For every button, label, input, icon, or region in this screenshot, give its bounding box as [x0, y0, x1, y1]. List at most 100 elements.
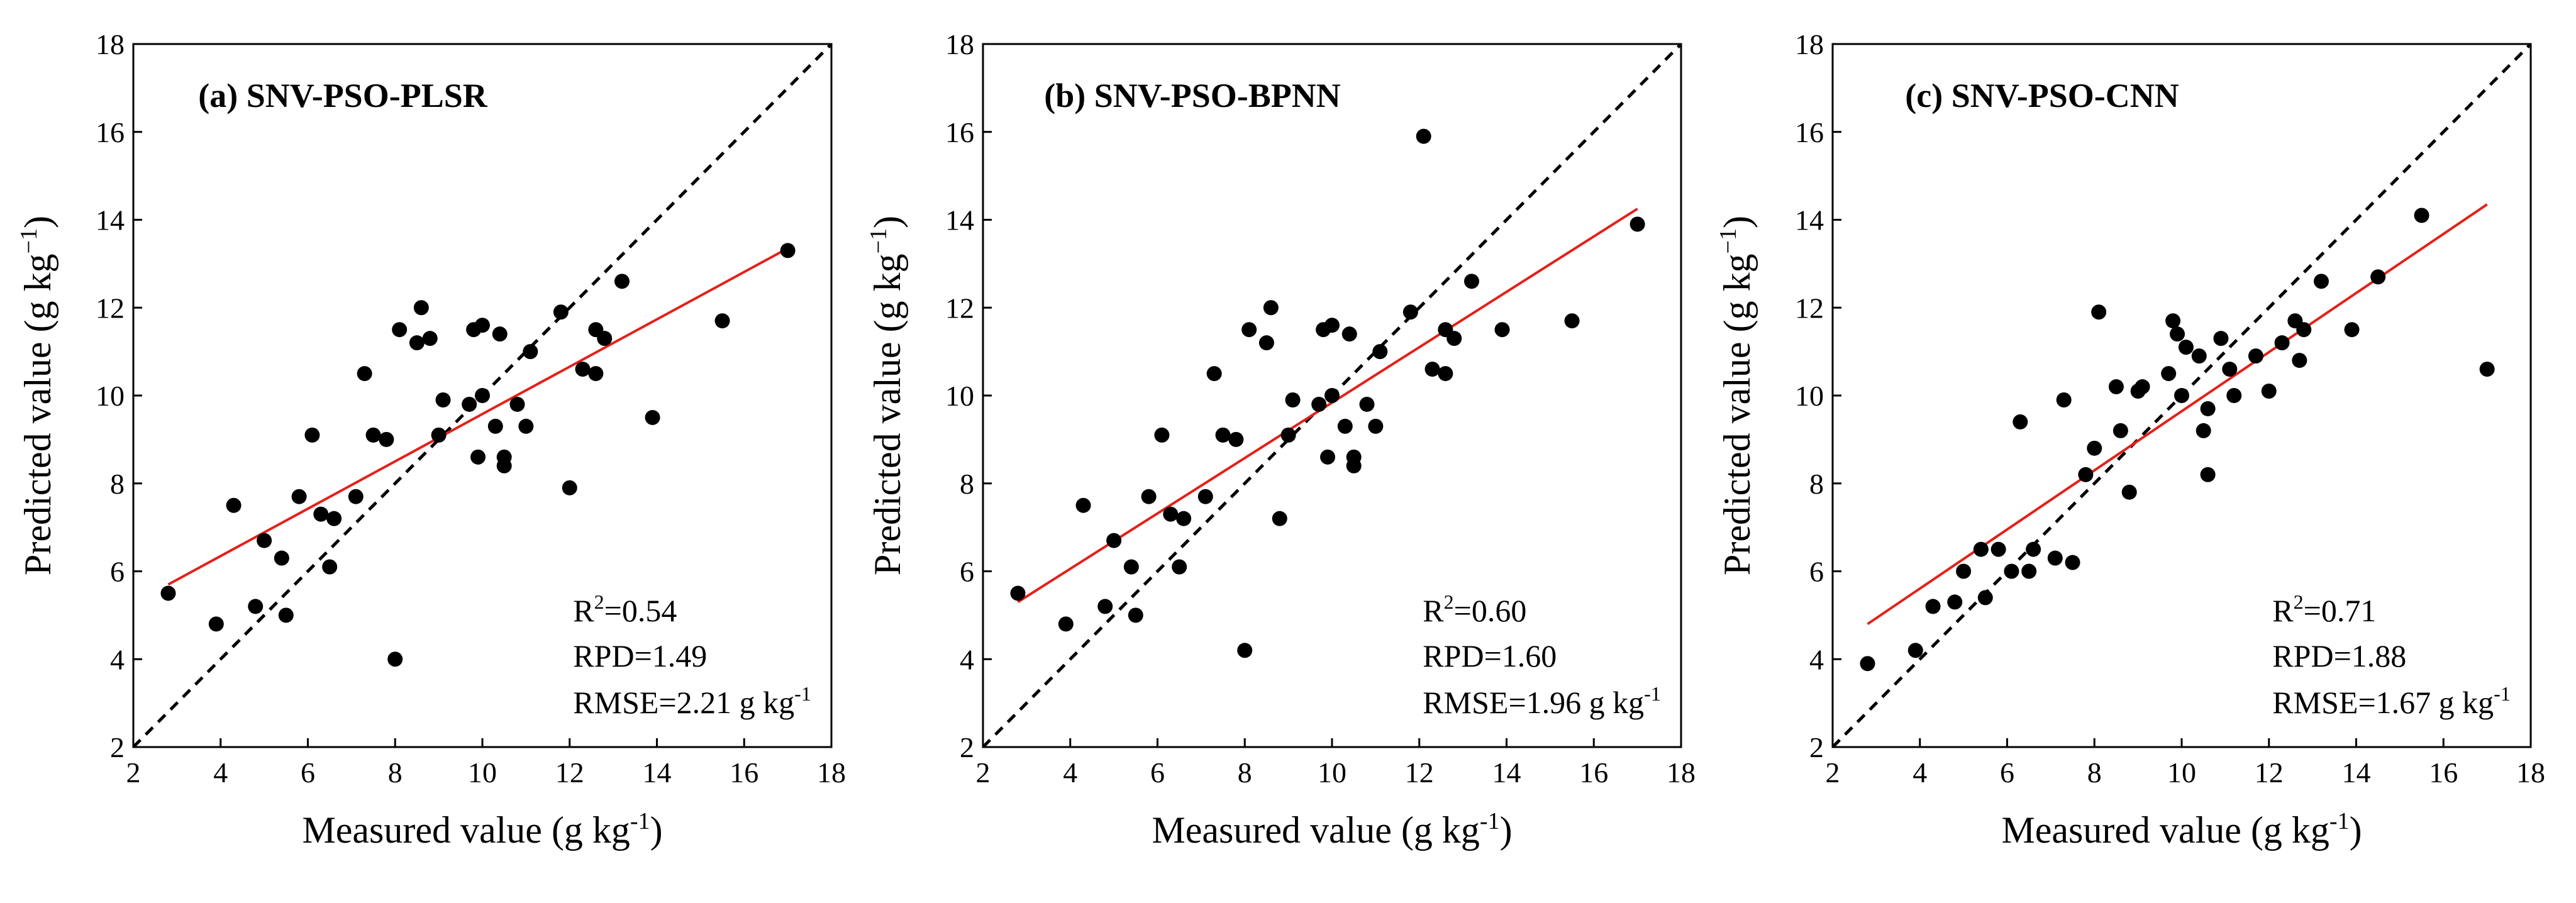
data-point — [1311, 396, 1327, 412]
data-point — [313, 506, 329, 522]
x-tick-label: 10 — [468, 756, 497, 789]
data-point — [645, 409, 660, 425]
data-point — [1258, 335, 1274, 351]
x-tick-label: 6 — [301, 756, 315, 789]
y-axis-title-text: Predicted value (g kg — [867, 253, 908, 575]
data-point — [1372, 344, 1388, 360]
data-point — [431, 427, 447, 443]
data-point — [1564, 313, 1580, 329]
x-axis-title-text: Measured value (g kg — [1152, 809, 1479, 851]
rmse-label: RMSE=1.67 g kg-1 — [2272, 682, 2511, 720]
data-point — [2248, 348, 2263, 364]
x-axis-title-close: ) — [2350, 809, 2362, 851]
y-tick-label: 4 — [960, 643, 974, 675]
y-tick-label: 2 — [960, 731, 974, 763]
data-point — [1320, 449, 1336, 465]
x-tick-label: 16 — [1579, 756, 1608, 789]
x-tick-label: 8 — [388, 756, 402, 789]
data-point — [780, 243, 796, 258]
data-point — [2261, 384, 2277, 399]
x-tick-label: 10 — [1318, 756, 1346, 789]
x-tick-label: 8 — [2087, 756, 2102, 789]
data-point — [2121, 484, 2137, 500]
data-point — [1228, 431, 1244, 447]
y-tick-label: 18 — [945, 28, 974, 60]
x-tick-label: 4 — [1913, 756, 1927, 789]
r-squared-superscript: 2 — [1444, 590, 1454, 613]
data-point — [2087, 440, 2102, 456]
data-point — [379, 431, 394, 447]
y-axis-title-text: Predicted value (g kg — [1716, 253, 1758, 575]
x-tick-label: 12 — [555, 756, 584, 789]
rmse-label: RMSE=2.21 g kg-1 — [573, 682, 811, 720]
data-point — [2174, 388, 2189, 403]
y-tick-label: 2 — [110, 731, 125, 763]
data-point — [614, 274, 630, 289]
data-point — [1973, 541, 1989, 557]
x-tick-label: 2 — [126, 756, 141, 789]
data-point — [160, 585, 176, 601]
data-point — [1341, 326, 1357, 342]
x-tick-label: 16 — [2429, 756, 2458, 789]
y-axis-title-close: ) — [1716, 216, 1758, 228]
data-point — [435, 392, 451, 407]
data-point — [2130, 384, 2146, 399]
data-point — [2296, 322, 2312, 338]
data-point — [2222, 362, 2238, 377]
data-point — [2226, 388, 2242, 403]
x-axis-title-close: ) — [1500, 809, 1513, 851]
data-point — [2274, 335, 2290, 351]
x-tick-label: 2 — [1826, 756, 1840, 789]
x-axis-title-text: Measured value (g kg — [302, 809, 630, 851]
data-point — [326, 511, 342, 526]
y-tick-label: 6 — [960, 556, 974, 588]
r-squared-symbol: R — [2272, 593, 2294, 628]
data-point — [2370, 269, 2386, 285]
data-point — [553, 304, 569, 320]
x-tick-label: 16 — [730, 756, 758, 789]
data-point — [2200, 467, 2216, 482]
data-point — [1075, 497, 1091, 513]
y-tick-label: 18 — [1795, 28, 1824, 60]
data-point — [2012, 414, 2028, 429]
data-point — [278, 607, 294, 623]
r-squared-value: =0.60 — [1454, 593, 1527, 628]
rmse-value: RMSE=2.21 g kg — [573, 685, 794, 720]
x-tick-label: 2 — [976, 756, 991, 789]
y-tick-label: 6 — [110, 556, 125, 588]
data-point — [496, 458, 512, 474]
x-axis-title-superscript: -1 — [630, 808, 650, 834]
data-point — [2292, 353, 2307, 368]
x-tick-label: 12 — [2255, 756, 2284, 789]
data-point — [1280, 427, 1296, 443]
data-point — [492, 326, 508, 342]
rpd-label: RPD=1.60 — [1423, 638, 1557, 673]
y-axis-title-close: ) — [867, 216, 908, 228]
r-squared-superscript: 2 — [2294, 590, 2304, 613]
x-axis-title-text: Measured value (g kg — [2001, 809, 2329, 851]
data-point — [518, 418, 534, 434]
y-axis-title: Predicted value (g kg−1) — [16, 216, 58, 575]
data-point — [475, 388, 490, 403]
data-point — [248, 599, 264, 614]
data-point — [1860, 656, 1875, 672]
data-point — [365, 427, 381, 443]
data-point — [470, 449, 486, 465]
x-tick-label: 12 — [1405, 756, 1434, 789]
y-axis-title: Predicted value (g kg−1) — [865, 216, 908, 575]
data-point — [2344, 322, 2360, 338]
data-point — [1010, 585, 1026, 601]
r-squared-symbol: R — [573, 593, 594, 628]
data-point — [588, 366, 604, 382]
rpd-label: RPD=1.88 — [2272, 638, 2406, 673]
data-point — [1956, 563, 1972, 579]
x-tick-label: 14 — [643, 756, 672, 789]
data-point — [1446, 331, 1462, 346]
y-tick-label: 4 — [110, 643, 125, 675]
y-tick-label: 18 — [96, 28, 125, 60]
data-point — [1263, 300, 1279, 316]
data-point — [1128, 607, 1143, 623]
rmse-unit-superscript: -1 — [1644, 682, 1661, 705]
data-point — [509, 396, 525, 412]
plot-frame — [1831, 43, 2532, 748]
